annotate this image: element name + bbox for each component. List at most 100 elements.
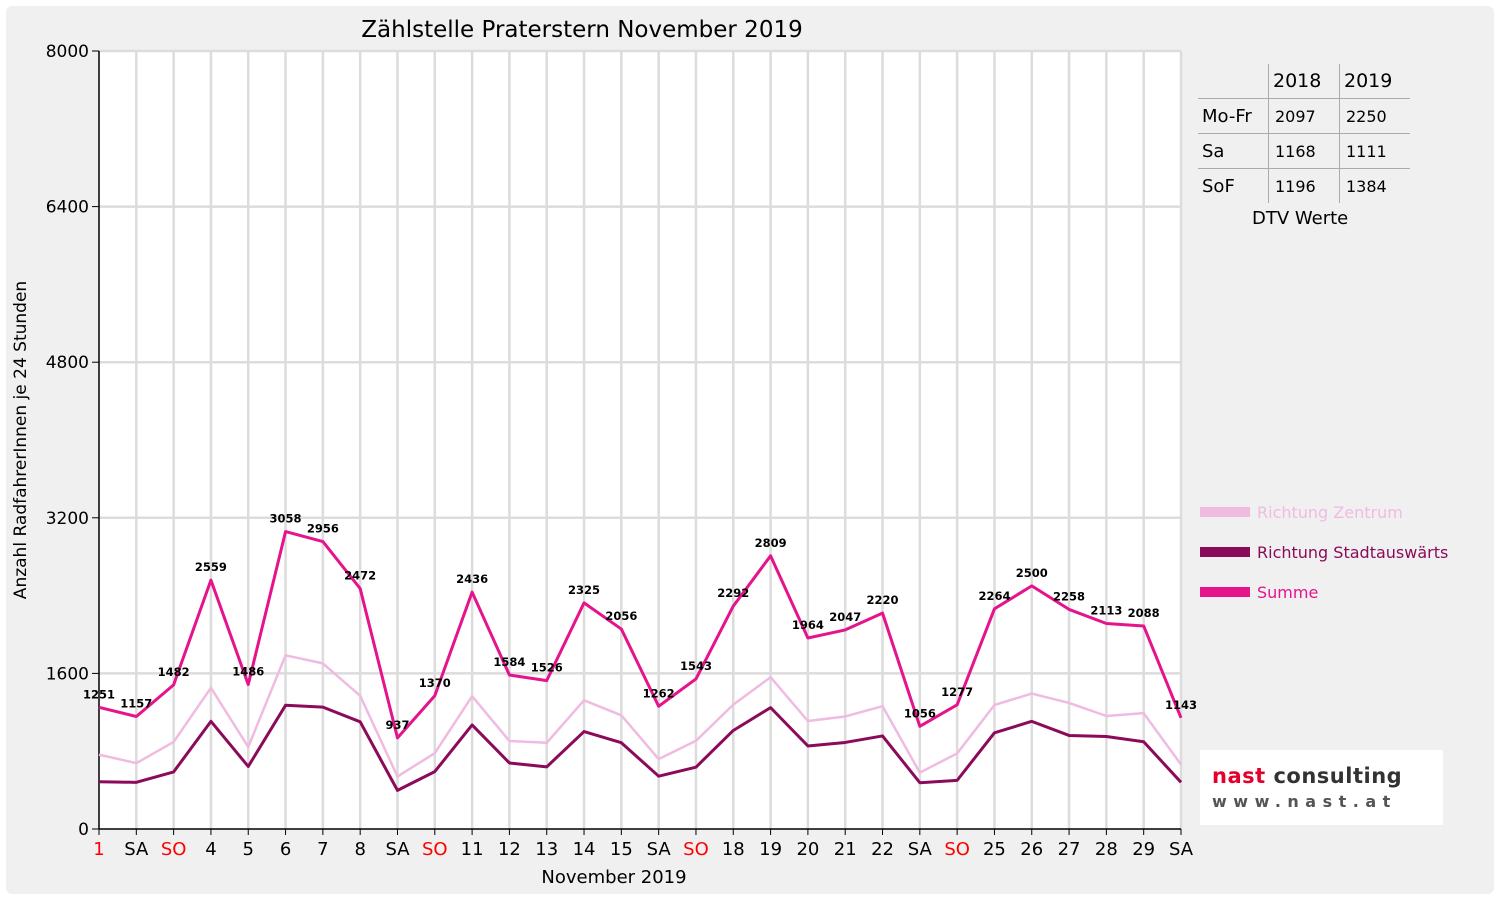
data-label: 1486 [232, 664, 264, 678]
legend-item-zentrum: Richtung Zentrum [1200, 492, 1448, 532]
dtv-value-2018: 1168 [1268, 133, 1340, 169]
x-tick-label: 28 [1095, 839, 1118, 860]
x-tick-label: 26 [1020, 839, 1043, 860]
x-tick-label: SA [385, 839, 410, 860]
x-tick-label: 7 [317, 839, 328, 860]
dtv-row-label: SoF [1198, 168, 1269, 203]
y-tick-label: 6400 [46, 198, 89, 218]
data-label: 2258 [1053, 589, 1085, 603]
dtv-row-label: Sa [1198, 133, 1269, 169]
dtv-caption: DTV Werte [1252, 208, 1349, 229]
x-tick-label: 20 [796, 839, 819, 860]
data-label: 1584 [493, 655, 525, 669]
data-labels: 1251 1157 1482 2559 1486 3058 2956 2472 937 1370 2… [83, 512, 1197, 732]
x-tick-label: 22 [871, 839, 894, 860]
data-label: 2264 [978, 589, 1010, 603]
data-label: 1964 [792, 618, 824, 632]
x-axis-label: November 2019 [541, 867, 686, 888]
data-label: 2325 [568, 583, 600, 597]
legend-label: Summe [1257, 582, 1319, 602]
data-label: 2047 [829, 610, 861, 624]
x-tick-label: SA [647, 839, 672, 860]
x-tick-label: 27 [1058, 839, 1081, 860]
logo-name-a: nast [1212, 764, 1266, 788]
data-label: 1262 [643, 686, 675, 700]
data-label: 1526 [531, 661, 563, 675]
data-label: 937 [385, 718, 409, 732]
dtv-value-2019: 1384 [1339, 168, 1410, 203]
x-tick-label: 19 [759, 839, 782, 860]
dtv-row-sa: Sa 1168 1111 [1198, 133, 1410, 169]
x-tick-label: 12 [498, 839, 521, 860]
dtv-value-2019: 1111 [1339, 133, 1410, 169]
data-label: 1251 [83, 687, 115, 701]
dtv-row-mofr: Mo-Fr 2097 2250 [1198, 98, 1410, 134]
x-tick-label: 4 [205, 839, 216, 860]
legend-item-summe: Summe [1200, 572, 1448, 612]
data-label: 2113 [1090, 604, 1122, 618]
data-label: 2292 [717, 586, 749, 600]
x-tick-label: SA [124, 839, 149, 860]
y-tick-label: 4800 [46, 353, 89, 373]
legend-item-stadtauswaerts: Richtung Stadtauswärts [1200, 532, 1448, 572]
x-tick-label: SA [908, 839, 933, 860]
legend-label: Richtung Zentrum [1257, 502, 1403, 522]
data-label: 1482 [158, 665, 190, 679]
dtv-row-sof: SoF 1196 1384 [1198, 168, 1410, 203]
y-tick-label: 1600 [46, 664, 89, 684]
x-tick-label: 13 [535, 839, 558, 860]
x-tick-label: 5 [243, 839, 254, 860]
y-tick-label: 0 [78, 820, 89, 840]
x-tick-label: 1 [93, 839, 104, 860]
x-tick-label: 29 [1132, 839, 1155, 860]
data-label: 2500 [1016, 566, 1048, 580]
dtv-header-empty [1198, 64, 1269, 99]
data-label: 2956 [307, 522, 339, 536]
data-label: 1277 [941, 685, 973, 699]
data-label: 2559 [195, 560, 227, 574]
x-tick-label: 21 [834, 839, 857, 860]
data-label: 1056 [904, 706, 936, 720]
series-line-summe [98, 530, 1183, 740]
series-lines [98, 530, 1183, 792]
dtv-table: 2018 2019 Mo-Fr 2097 2250 Sa 1168 1111 S… [1198, 64, 1410, 203]
x-tick-label: SA [1169, 839, 1194, 860]
dtv-header-row: 2018 2019 [1198, 64, 1410, 99]
data-label: 1543 [680, 659, 712, 673]
dtv-value-2018: 2097 [1268, 98, 1340, 134]
x-tick-label: SO [422, 839, 448, 860]
x-tick-label: 8 [354, 839, 365, 860]
data-label: 2220 [867, 593, 899, 607]
series-line-stadtauswaerts [98, 703, 1183, 792]
plot-area [99, 51, 1181, 829]
x-tick-label: 25 [983, 839, 1006, 860]
nast-consulting-logo: nast consulting www.nast.at [1200, 750, 1443, 825]
grid-lines [99, 49, 1183, 829]
data-label: 2472 [344, 569, 376, 583]
y-tick-label: 8000 [46, 42, 89, 62]
x-tick-label: SO [944, 839, 970, 860]
logo-wordmark: nast consulting [1212, 764, 1402, 788]
dtv-header-2019: 2019 [1339, 64, 1410, 99]
legend-swatch [1200, 587, 1250, 597]
x-tick-label: 11 [461, 839, 484, 860]
data-label: 2088 [1128, 606, 1160, 620]
x-tick-label: 18 [722, 839, 745, 860]
x-tick-label: SO [161, 839, 187, 860]
dtv-value-2019: 2250 [1339, 98, 1410, 134]
legend-swatch [1200, 547, 1250, 557]
y-tick-label: 3200 [46, 509, 89, 529]
logo-url: www.nast.at [1212, 792, 1397, 811]
dtv-value-2018: 1196 [1268, 168, 1340, 203]
legend-swatch [1200, 507, 1250, 517]
legend: Richtung Zentrum Richtung Stadtauswärts … [1200, 492, 1448, 612]
logo-name-b: consulting [1273, 764, 1403, 788]
x-tick-label: SO [683, 839, 709, 860]
data-label: 1143 [1165, 698, 1197, 712]
data-label: 1157 [120, 696, 152, 710]
dtv-row-label: Mo-Fr [1198, 98, 1269, 134]
series-line-zentrum [98, 654, 1183, 778]
legend-label: Richtung Stadtauswärts [1257, 542, 1449, 562]
